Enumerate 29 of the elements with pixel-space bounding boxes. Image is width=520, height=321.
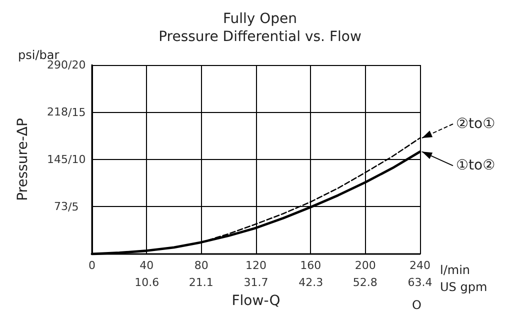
x-tick-label: 0	[88, 259, 96, 272]
y-tick-label: 145	[47, 153, 68, 166]
y2-tick-label: /15	[68, 106, 86, 119]
x-tick-label: 80	[194, 259, 208, 272]
x-tick-label: 240	[410, 259, 430, 272]
y2-tick-label: /10	[68, 153, 86, 166]
text: l/min	[440, 263, 470, 277]
x2-tick-label: 63.4	[408, 276, 432, 289]
x-tick-label: 120	[246, 259, 266, 272]
text: US gpm	[440, 280, 488, 294]
x-tick-label: 40	[140, 259, 154, 272]
x-tick-label: 160	[300, 259, 322, 272]
x2-tick-label: 42.3	[298, 276, 324, 289]
x-tick-label: 200	[354, 259, 376, 272]
y-tick-label: 73	[54, 200, 68, 213]
chart-subtitle: Pressure Differential vs. Flow	[158, 29, 362, 45]
x2-tick-label: 31.7	[244, 276, 268, 289]
y-tick-label: 218	[47, 105, 68, 118]
x-axis-title: Flow-Q	[232, 293, 280, 309]
text: O	[412, 298, 422, 312]
x2-tick-label: 21.1	[188, 276, 214, 289]
x2-tick-label: 52.8	[352, 276, 378, 289]
legend-label: ①to②	[456, 158, 496, 174]
legend-label: ②to①	[456, 116, 496, 132]
x2-tick-label: 10.6	[134, 276, 160, 289]
y2-tick-label: /20	[68, 58, 86, 72]
y2-tick-label: /5	[68, 200, 79, 214]
y-axis-title: Pressure-ΔP	[15, 118, 31, 201]
chart-title: Fully Open	[222, 11, 298, 27]
